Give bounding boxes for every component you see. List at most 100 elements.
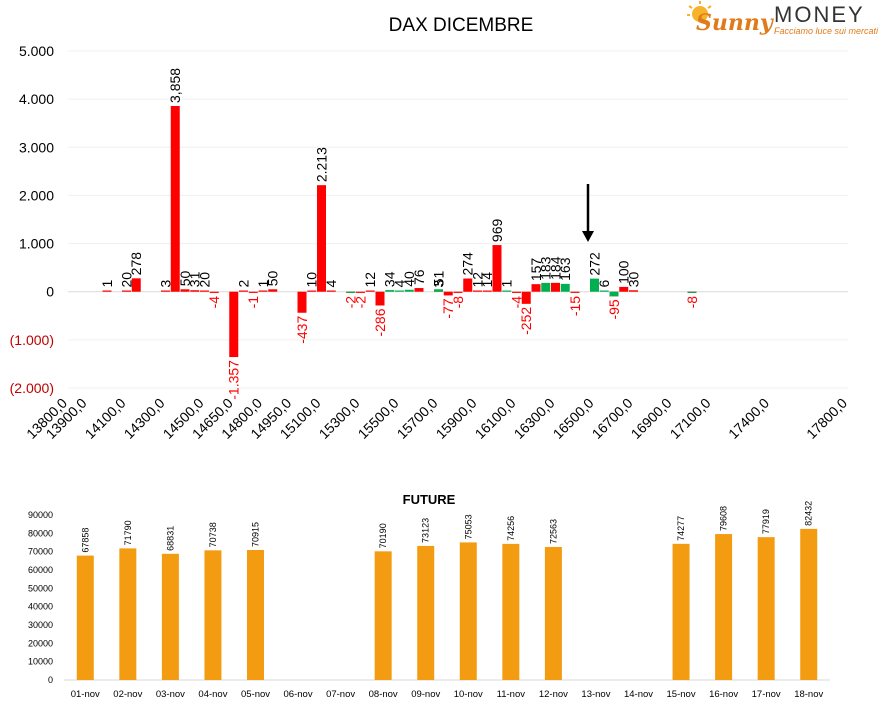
dax-data-label: -2 [343,296,359,309]
dax-bar [131,278,141,292]
dax-data-label: 163 [557,257,573,281]
dax-data-label: 183 [538,256,554,280]
dax-x-tick-label: 15700,0 [394,395,441,442]
dax-bar [307,290,317,292]
dax-bar [200,290,209,292]
future-x-tick-label: 04-nov [198,689,227,700]
dax-data-label: 34 [382,271,398,287]
dax-bar [531,284,541,292]
dax-data-label: 30 [626,271,642,287]
dax-chart: DAX DICEMBRE 5.000 4.000 3.000 2.000 1.000 0 (… [10,15,851,442]
dax-data-label: 50 [177,271,193,287]
logo-word: MONEY [774,2,865,27]
future-data-label: 74277 [676,516,686,541]
future-y-tick-label: 60000 [28,565,53,575]
future-y-tick-label: 20000 [28,638,53,648]
dax-bar [239,290,248,292]
dax-bar [482,290,492,292]
dax-data-label: -8 [684,296,700,309]
dax-bar [385,290,395,292]
dax-data-label: 272 [587,252,603,276]
future-y-tick-label: 90000 [28,510,53,520]
dax-bar [365,290,375,292]
future-bar [119,548,137,680]
future-x-tick-label: 09-nov [411,689,440,700]
dax-bar [395,290,404,292]
future-x-tick-label: 16-nov [709,689,738,700]
future-y-tick-label: 80000 [28,528,53,538]
dax-bar [551,282,560,292]
dax-x-tick-label: 14100,0 [82,395,129,442]
future-data-label: 73123 [421,518,431,543]
dax-y-tick-label: 2.000 [19,187,54,203]
dax-bar [521,291,531,304]
dax-bar [629,290,638,292]
future-data-label: 70738 [208,522,218,547]
dax-bar [414,288,424,292]
dax-data-label: 31 [187,271,203,287]
dax-gridlines [68,50,848,389]
future-x-axis: 01-nov 02-nov 03-nov 04-nov 05-nov 06-nov 07-n… [71,689,824,700]
dax-data-label: 1 [255,280,271,288]
logo-script: Sunny [696,10,775,36]
future-bar [247,549,264,680]
future-bar [502,543,520,680]
future-x-tick-label: 12-nov [539,689,568,700]
dax-x-tick-label: 14300,0 [121,395,168,442]
dax-data-label: 40 [401,271,417,287]
dax-data-label: 100 [616,260,632,284]
dax-data-label: 50 [265,271,281,287]
dax-x-tick-label: 15900,0 [433,395,480,442]
dax-data-label: -8 [450,296,466,309]
dax-data-label: 3 [158,280,174,288]
dax-data-label: 2 [236,280,252,288]
dax-data-label: 274 [460,252,476,276]
dax-bar [619,286,629,292]
dax-bar [434,289,443,292]
dax-y-tick-label: 4.000 [19,91,54,107]
future-data-label: 82432 [804,501,814,526]
future-chart-title: FUTURE [403,492,456,507]
dax-bar [161,290,170,292]
future-bar [757,537,775,680]
future-x-tick-label: 08-nov [369,689,398,700]
dax-bar [317,185,326,292]
future-chart: FUTURE 90000 80000 70000 60000 50000 40000 300… [28,492,830,700]
dax-data-label: -77 [440,298,456,318]
future-data-label: 71790 [123,520,133,545]
dax-bar [258,290,268,292]
dax-y-tick-label: 5.000 [19,43,54,59]
future-bar [374,551,392,680]
dax-bar [170,105,180,292]
sun-rays-icon [687,1,712,16]
dax-bar [443,291,453,296]
dax-data-label: -286 [372,308,388,336]
dax-y-axis: 5.000 4.000 3.000 2.000 1.000 0 (1.000) (2.000) [10,43,55,396]
future-data-label: 70915 [251,522,261,547]
dax-data-label: 3,858 [167,68,183,103]
future-y-tick-label: 0 [48,675,53,685]
future-data-label: 75053 [463,514,473,539]
dax-chart-title: DAX DICEMBRE [389,15,534,36]
future-x-tick-label: 10-nov [454,689,483,700]
dax-data-label: -437 [294,316,310,344]
dax-bar [297,291,307,313]
dax-bar [599,290,609,292]
future-x-tick-label: 18-nov [794,689,823,700]
future-bar [417,545,435,680]
dax-data-label: 20 [119,272,135,288]
dax-bar [190,290,200,292]
future-y-axis: 90000 80000 70000 60000 50000 40000 30000 20000… [28,510,830,685]
future-x-tick-label: 15-nov [667,689,696,700]
dax-bar [492,245,502,292]
dax-y-tick-label: (1.000) [10,332,54,348]
dax-x-tick-label: 17100,0 [667,395,714,442]
future-data-label: 77919 [761,509,771,534]
dax-y-tick-label: 0 [46,284,54,300]
future-y-tick-label: 30000 [28,620,53,630]
future-bar [800,528,818,680]
dax-data-label: 12 [470,272,486,288]
dax-bar [502,290,512,292]
future-x-tick-label: 03-nov [156,689,185,700]
dax-bar [590,278,599,292]
